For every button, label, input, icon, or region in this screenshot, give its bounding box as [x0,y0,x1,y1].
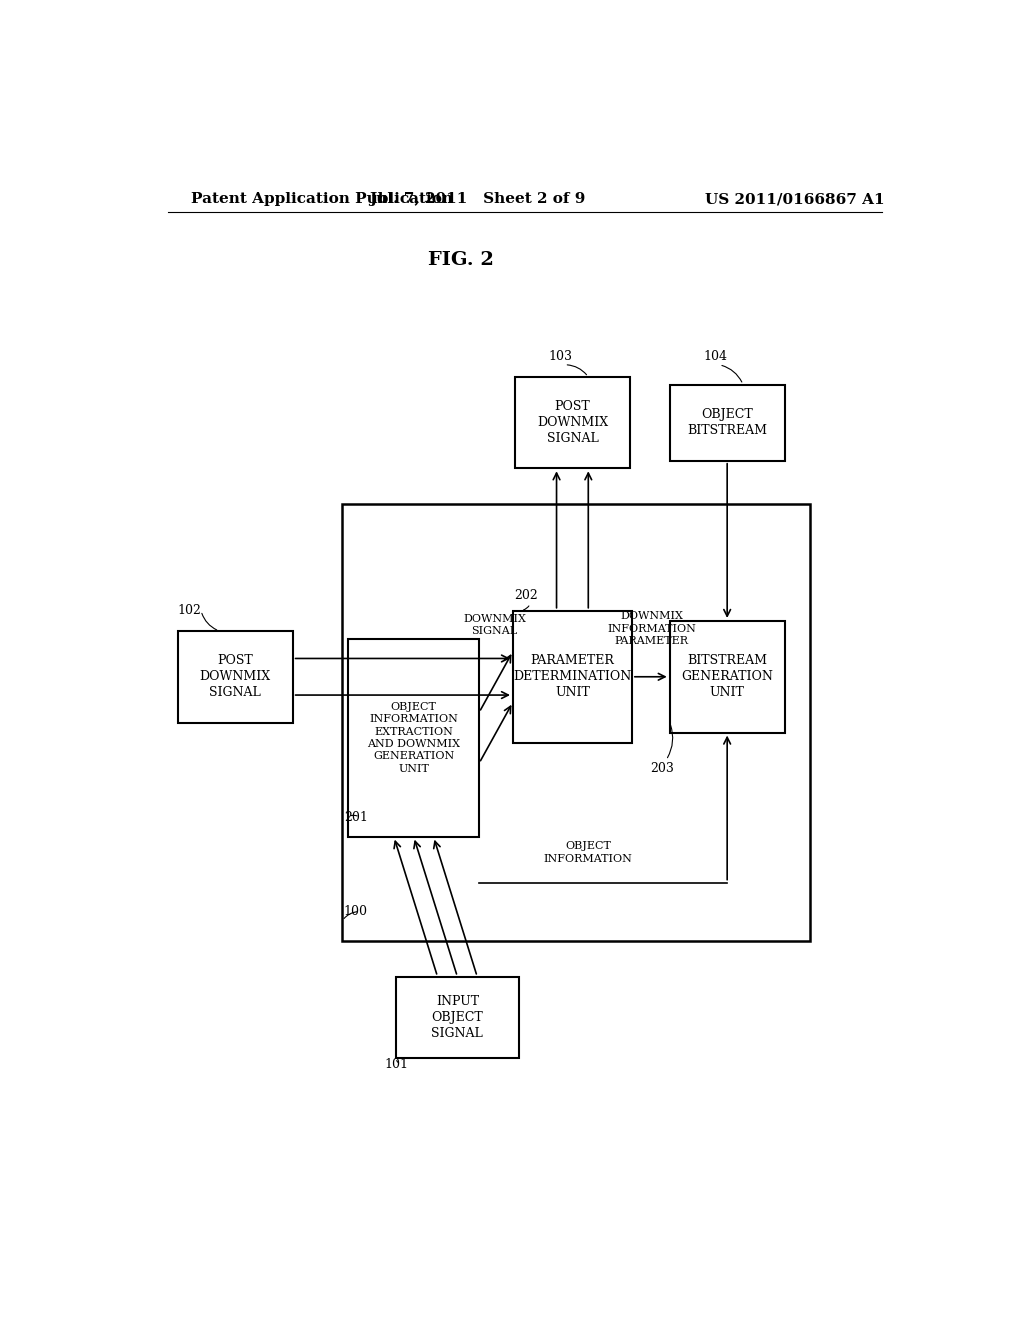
Text: DOWNMIX
SIGNAL: DOWNMIX SIGNAL [463,614,526,636]
Bar [396,977,519,1057]
Text: 101: 101 [384,1057,409,1071]
Text: FIG. 2: FIG. 2 [428,251,495,269]
Bar [670,384,784,461]
Text: 201: 201 [344,810,368,824]
Bar [513,611,632,743]
Bar [342,504,810,941]
Text: INPUT
OBJECT
SIGNAL: INPUT OBJECT SIGNAL [431,995,483,1040]
Bar [348,639,479,837]
Text: US 2011/0166867 A1: US 2011/0166867 A1 [705,191,885,206]
Text: 100: 100 [344,906,368,917]
Text: OBJECT
BITSTREAM: OBJECT BITSTREAM [687,408,767,437]
Text: OBJECT
INFORMATION: OBJECT INFORMATION [544,841,633,863]
Text: 102: 102 [177,605,201,618]
Bar [515,378,630,469]
Text: POST
DOWNMIX
SIGNAL: POST DOWNMIX SIGNAL [200,655,270,700]
Bar [177,631,293,722]
Text: OBJECT
INFORMATION
EXTRACTION
AND DOWNMIX
GENERATION
UNIT: OBJECT INFORMATION EXTRACTION AND DOWNMI… [368,702,460,774]
Bar [670,620,784,733]
Text: 104: 104 [703,350,727,363]
Text: POST
DOWNMIX
SIGNAL: POST DOWNMIX SIGNAL [537,400,608,445]
Text: BITSTREAM
GENERATION
UNIT: BITSTREAM GENERATION UNIT [681,655,773,700]
Text: PARAMETER
DETERMINATION
UNIT: PARAMETER DETERMINATION UNIT [513,655,632,700]
Text: Jul. 7, 2011   Sheet 2 of 9: Jul. 7, 2011 Sheet 2 of 9 [369,191,586,206]
Text: 103: 103 [549,350,572,363]
Text: 203: 203 [650,762,674,775]
Text: 202: 202 [514,589,539,602]
Text: DOWNMIX
INFORMATION
PARAMETER: DOWNMIX INFORMATION PARAMETER [607,611,696,647]
Text: Patent Application Publication: Patent Application Publication [191,191,454,206]
